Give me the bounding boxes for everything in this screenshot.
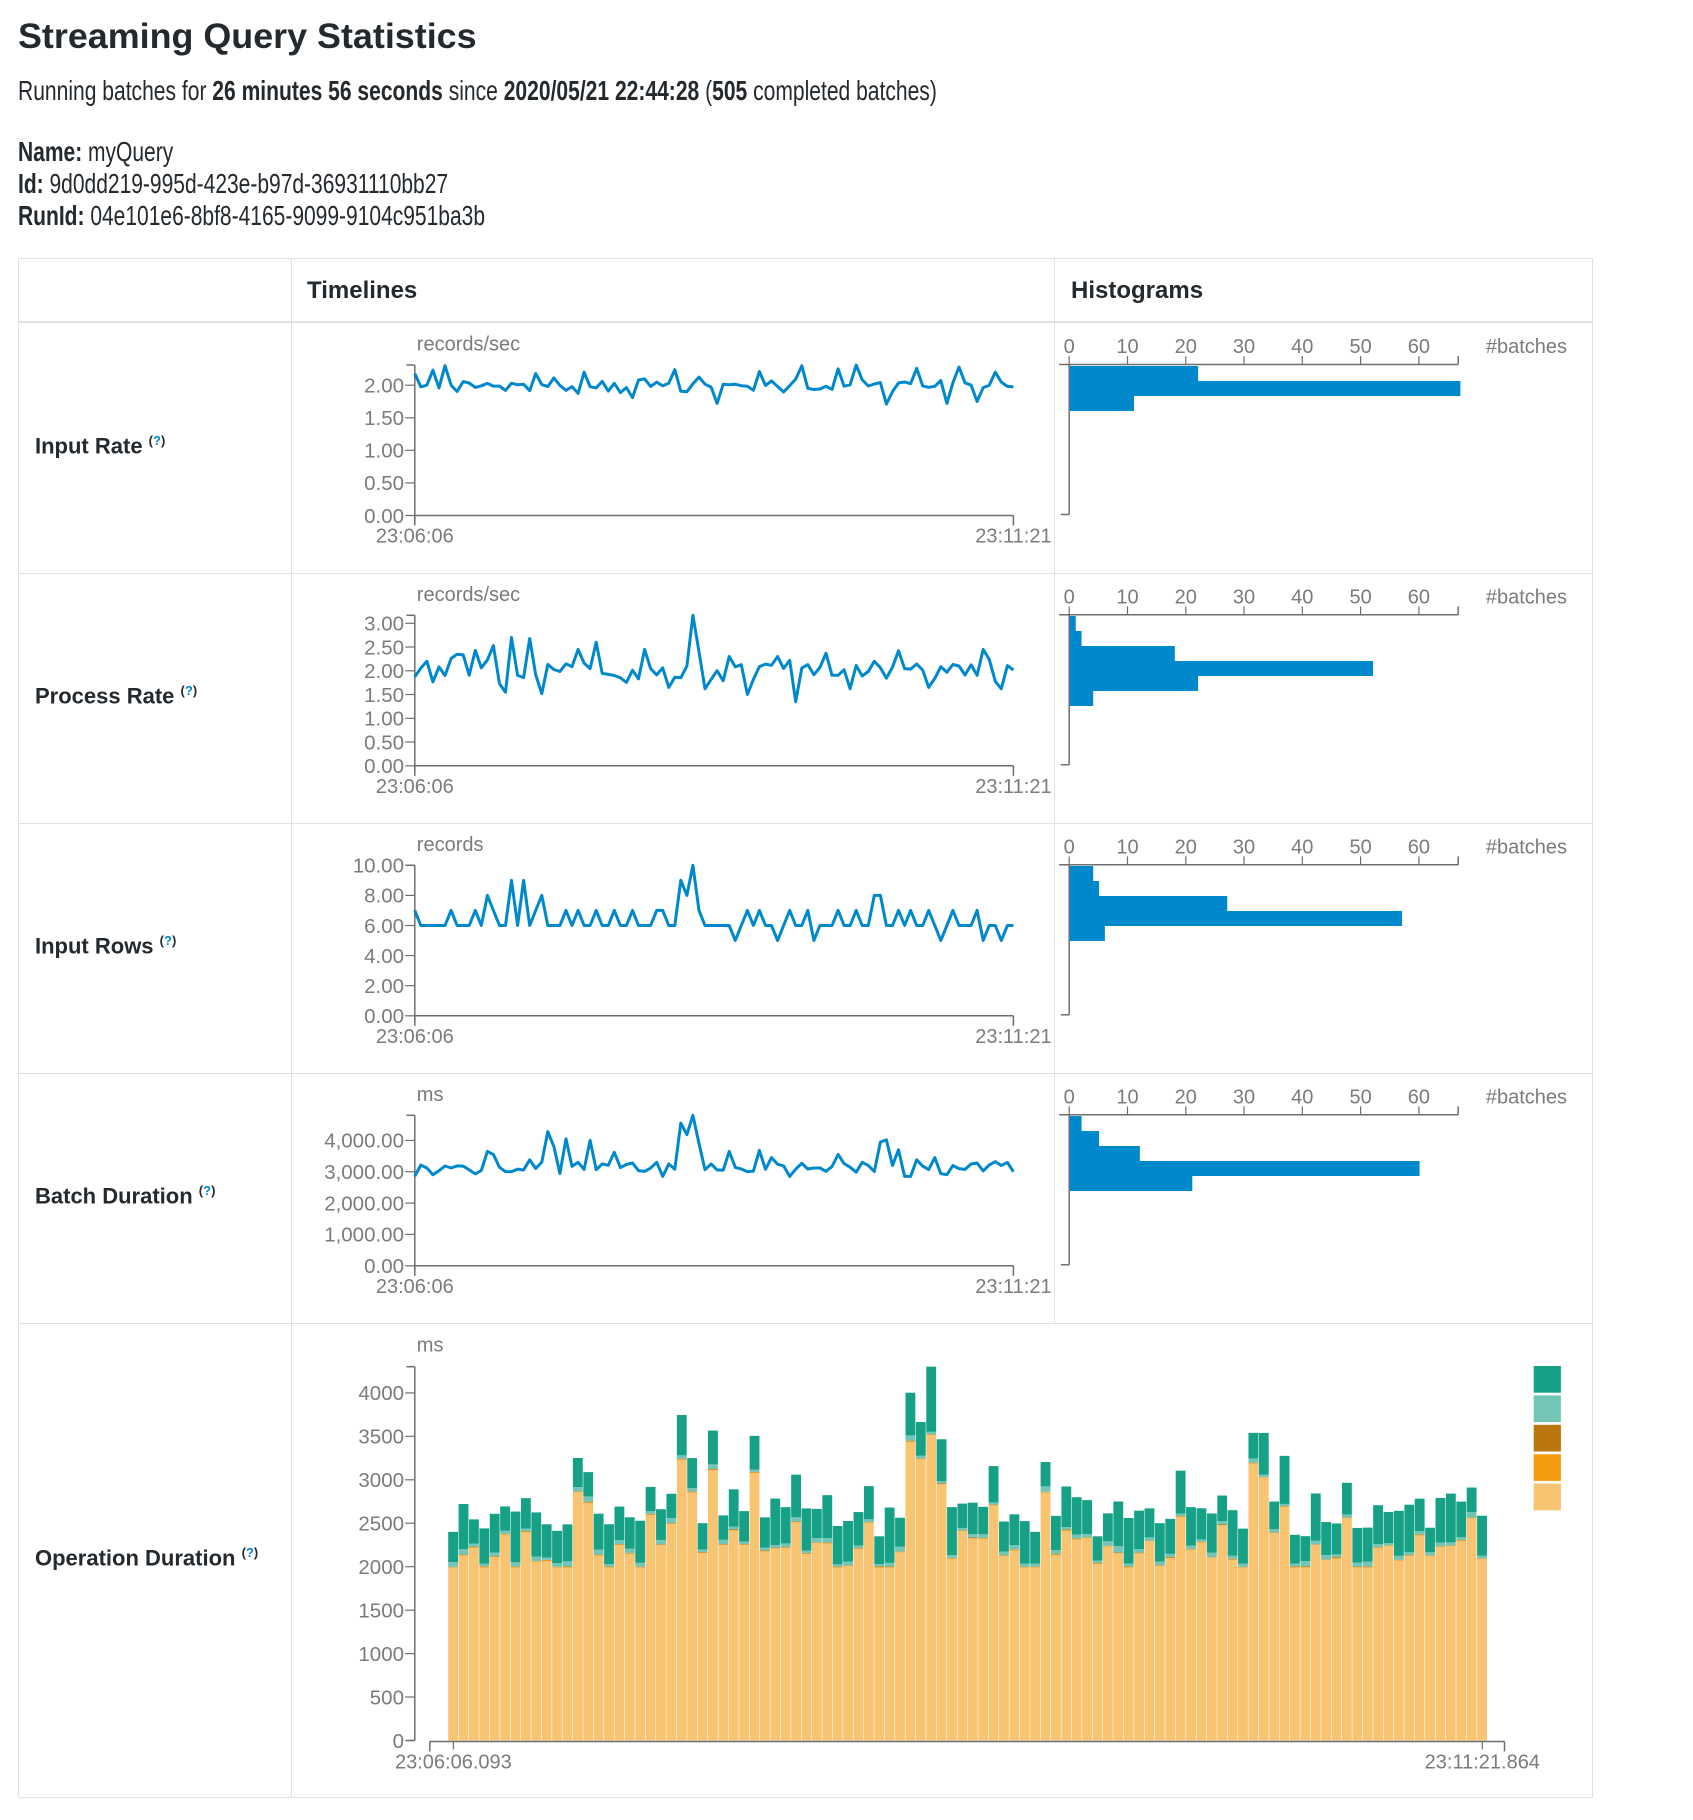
svg-text:23:11:21: 23:11:21 — [975, 776, 1051, 798]
svg-text:1500: 1500 — [358, 1600, 404, 1623]
svg-text:#batches: #batches — [1486, 336, 1567, 358]
svg-text:6.00: 6.00 — [364, 915, 404, 938]
svg-text:1000: 1000 — [358, 1643, 404, 1666]
svg-text:10.00: 10.00 — [353, 855, 404, 878]
svg-text:30: 30 — [1233, 586, 1255, 608]
svg-text:60: 60 — [1408, 586, 1430, 608]
svg-text:ms: ms — [417, 1335, 444, 1357]
svg-text:20: 20 — [1175, 586, 1197, 608]
svg-text:#batches: #batches — [1486, 1086, 1567, 1108]
svg-text:40: 40 — [1291, 586, 1313, 608]
svg-text:20: 20 — [1175, 1086, 1197, 1108]
svg-text:4.00: 4.00 — [364, 945, 404, 968]
svg-text:23:11:21: 23:11:21 — [975, 526, 1051, 548]
svg-text:0: 0 — [1064, 586, 1075, 608]
svg-text:records/sec: records/sec — [417, 334, 520, 356]
svg-text:23:06:06: 23:06:06 — [376, 1276, 454, 1298]
svg-text:8.00: 8.00 — [364, 885, 404, 908]
svg-text:50: 50 — [1349, 336, 1371, 358]
svg-text:10: 10 — [1116, 1086, 1138, 1108]
svg-text:4,000.00: 4,000.00 — [324, 1130, 404, 1153]
svg-text:40: 40 — [1291, 836, 1313, 858]
svg-text:ms: ms — [417, 1084, 444, 1106]
svg-text:23:11:21: 23:11:21 — [975, 1026, 1051, 1048]
svg-text:4000: 4000 — [358, 1382, 404, 1405]
svg-text:0.00: 0.00 — [364, 755, 404, 778]
svg-text:23:11:21.864: 23:11:21.864 — [1425, 1752, 1540, 1774]
svg-text:23:06:06.093: 23:06:06.093 — [395, 1752, 512, 1774]
svg-text:0.50: 0.50 — [364, 731, 404, 754]
svg-text:0.00: 0.00 — [364, 1255, 404, 1278]
svg-text:1.00: 1.00 — [364, 708, 404, 731]
svg-text:2000: 2000 — [358, 1556, 404, 1579]
svg-text:1.00: 1.00 — [364, 440, 404, 463]
svg-text:3000: 3000 — [358, 1469, 404, 1492]
svg-text:2.00: 2.00 — [364, 375, 404, 398]
svg-text:0: 0 — [1064, 836, 1075, 858]
svg-text:0: 0 — [1064, 336, 1075, 358]
svg-text:0: 0 — [393, 1730, 404, 1753]
svg-text:10: 10 — [1116, 586, 1138, 608]
svg-text:0.00: 0.00 — [364, 1005, 404, 1028]
svg-text:30: 30 — [1233, 1086, 1255, 1108]
svg-text:2.50: 2.50 — [364, 636, 404, 659]
svg-text:3,000.00: 3,000.00 — [324, 1161, 404, 1184]
svg-text:0: 0 — [1064, 1086, 1075, 1108]
svg-text:50: 50 — [1349, 836, 1371, 858]
svg-text:10: 10 — [1116, 836, 1138, 858]
svg-text:#batches: #batches — [1486, 836, 1567, 858]
svg-text:2500: 2500 — [358, 1513, 404, 1536]
svg-text:1.50: 1.50 — [364, 407, 404, 430]
svg-text:40: 40 — [1291, 1086, 1313, 1108]
svg-text:60: 60 — [1408, 336, 1430, 358]
svg-text:50: 50 — [1349, 586, 1371, 608]
svg-text:records: records — [417, 834, 484, 856]
svg-text:23:06:06: 23:06:06 — [376, 1026, 454, 1048]
svg-text:records/sec: records/sec — [417, 584, 520, 606]
svg-text:60: 60 — [1408, 836, 1430, 858]
svg-text:40: 40 — [1291, 336, 1313, 358]
svg-text:20: 20 — [1175, 836, 1197, 858]
svg-text:23:11:21: 23:11:21 — [975, 1276, 1051, 1298]
svg-text:0.50: 0.50 — [364, 472, 404, 495]
svg-text:50: 50 — [1349, 1086, 1371, 1108]
svg-text:#batches: #batches — [1486, 586, 1567, 608]
svg-text:30: 30 — [1233, 336, 1255, 358]
svg-text:1.50: 1.50 — [364, 684, 404, 707]
svg-text:10: 10 — [1116, 336, 1138, 358]
svg-text:23:06:06: 23:06:06 — [376, 776, 454, 798]
svg-text:2,000.00: 2,000.00 — [324, 1192, 404, 1215]
svg-text:500: 500 — [370, 1686, 404, 1709]
svg-text:3500: 3500 — [358, 1426, 404, 1449]
svg-text:1,000.00: 1,000.00 — [324, 1224, 404, 1247]
svg-text:60: 60 — [1408, 1086, 1430, 1108]
svg-text:2.00: 2.00 — [364, 660, 404, 683]
svg-text:2.00: 2.00 — [364, 975, 404, 998]
svg-text:20: 20 — [1175, 336, 1197, 358]
svg-text:30: 30 — [1233, 836, 1255, 858]
svg-text:3.00: 3.00 — [364, 613, 404, 636]
svg-text:23:06:06: 23:06:06 — [376, 526, 454, 548]
svg-text:0.00: 0.00 — [364, 505, 404, 528]
